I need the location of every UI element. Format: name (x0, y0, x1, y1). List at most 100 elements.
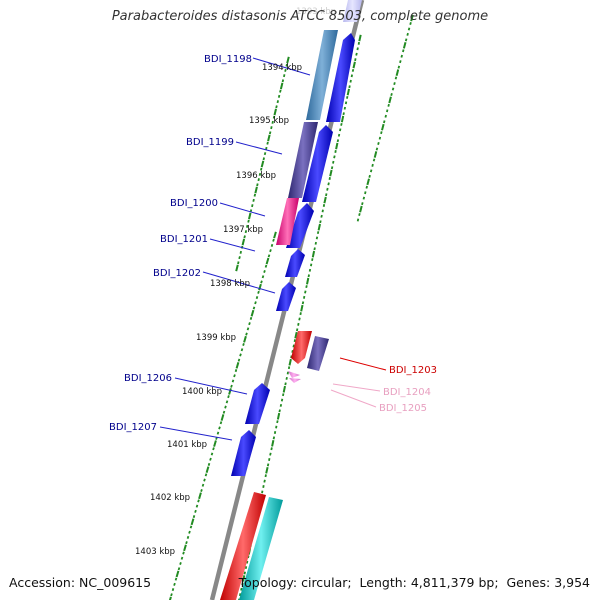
gene-label-bdi-1207[interactable]: BDI_1207 (109, 422, 157, 433)
tick-mark (186, 535, 190, 539)
tick-mark (298, 317, 301, 321)
tick-mark (267, 134, 271, 142)
gene-label-bdi-1199[interactable]: BDI_1199 (186, 137, 234, 148)
tick-mark (179, 562, 182, 565)
tick-mark (346, 95, 349, 99)
gene-bdi-1203-slate[interactable] (307, 336, 329, 371)
scale-label: 1403 kbp (135, 547, 175, 557)
tick-mark (332, 160, 335, 164)
tick-mark (255, 296, 259, 300)
tick-mark (244, 230, 248, 234)
tick-mark (327, 182, 330, 186)
tick-mark (319, 220, 322, 224)
tick-mark (284, 382, 287, 386)
tick-mark (299, 312, 302, 316)
gene-bdi-1205[interactable] (289, 378, 301, 383)
tick-mark (242, 343, 245, 346)
tick-ring-inner-right (238, 34, 362, 600)
tick-mark (205, 466, 210, 473)
tick-mark (183, 544, 187, 552)
gene-label-bdi-1200[interactable]: BDI_1200 (170, 198, 218, 209)
gene-forward-2[interactable] (302, 125, 333, 202)
tick-mark (351, 68, 355, 72)
tick-mark (373, 151, 378, 158)
tick-mark (271, 120, 274, 124)
tick-mark (265, 146, 268, 150)
gene-bdi-1199[interactable] (288, 122, 318, 198)
tick-mark (285, 63, 288, 67)
tick-mark (252, 306, 256, 310)
tick-mark (175, 570, 180, 578)
gene-bdi-1201[interactable] (285, 249, 305, 277)
tick-mark (330, 166, 334, 170)
tick-mark (301, 301, 305, 305)
tick-mark (282, 393, 285, 397)
tick-mark (262, 485, 265, 488)
scale-label: 1395 kbp (249, 116, 289, 126)
leader-bdi-1200 (219, 202, 266, 217)
tick-mark (239, 250, 242, 254)
tick-mark (402, 49, 405, 53)
tick-mark (270, 243, 274, 247)
gene-label-bdi-1204[interactable]: BDI_1204 (383, 387, 431, 398)
tick-mark (234, 369, 238, 373)
tick-mark (249, 316, 253, 320)
gene-bottom-red[interactable] (220, 492, 266, 600)
gene-bdi-1200[interactable] (276, 198, 299, 245)
tick-mark (288, 358, 292, 366)
gene-bottom-cyan[interactable] (239, 497, 283, 600)
tick-mark (216, 431, 220, 435)
accession-label: Accession: (9, 575, 76, 590)
tick-mark (381, 123, 385, 131)
tick-mark (197, 499, 200, 503)
tick-mark (393, 82, 396, 86)
gene-label-bdi-1203[interactable]: BDI_1203 (389, 365, 437, 376)
tick-mark (230, 384, 233, 388)
tick-mark (277, 94, 281, 98)
tick-mark (308, 268, 312, 272)
leader-bdi-1202 (202, 271, 276, 294)
scale-label: 1400 kbp (182, 387, 222, 397)
tick-mark (311, 258, 314, 262)
tick-mark (227, 395, 230, 399)
tick-mark (387, 103, 390, 107)
tick-mark (279, 89, 282, 93)
tick-mark (225, 400, 229, 404)
genome-title: Parabacteroides distasonis ATCC 8503, co… (111, 9, 489, 24)
gene-bdi-1198[interactable] (306, 30, 338, 120)
gene-bdi-1204[interactable] (288, 371, 300, 378)
tick-mark (260, 280, 263, 284)
gene-label-bdi-1202[interactable]: BDI_1202 (153, 268, 201, 279)
gene-bdi-1202[interactable] (276, 282, 296, 311)
gene-bdi-1203-red[interactable] (291, 331, 312, 364)
tick-mark (359, 205, 363, 213)
tick-mark (272, 436, 276, 440)
tick-mark (306, 277, 310, 285)
gene-partial-top[interactable] (343, 0, 362, 22)
tick-mark (307, 274, 310, 278)
tick-mark (269, 249, 272, 253)
gene-bdi-1206[interactable] (245, 383, 270, 424)
tick-mark (297, 322, 300, 326)
tick-mark (240, 587, 243, 591)
tick-mark (276, 412, 281, 420)
tick-mark (263, 270, 266, 273)
gene-label-bdi-1206[interactable]: BDI_1206 (124, 373, 172, 384)
tick-mark (228, 388, 232, 395)
tick-mark (275, 105, 278, 109)
tick-mark (243, 335, 247, 343)
tick-mark (248, 322, 251, 326)
tick-mark (377, 142, 380, 146)
gene-forward-3[interactable] (286, 203, 314, 248)
scale-label: 1402 kbp (150, 493, 190, 503)
gene-label-bdi-1201[interactable]: BDI_1201 (160, 234, 208, 245)
gene-bdi-1207[interactable] (231, 430, 256, 476)
tick-mark (264, 264, 268, 268)
gene-label-bdi-1205[interactable]: BDI_1205 (379, 403, 427, 414)
gene-label-bdi-1198[interactable]: BDI_1198 (204, 54, 252, 65)
tick-mark (246, 224, 249, 228)
scale-label: 1401 kbp (167, 440, 207, 450)
gene-forward-1[interactable] (326, 33, 355, 122)
tick-mark (404, 38, 408, 42)
tick-mark (212, 447, 215, 451)
